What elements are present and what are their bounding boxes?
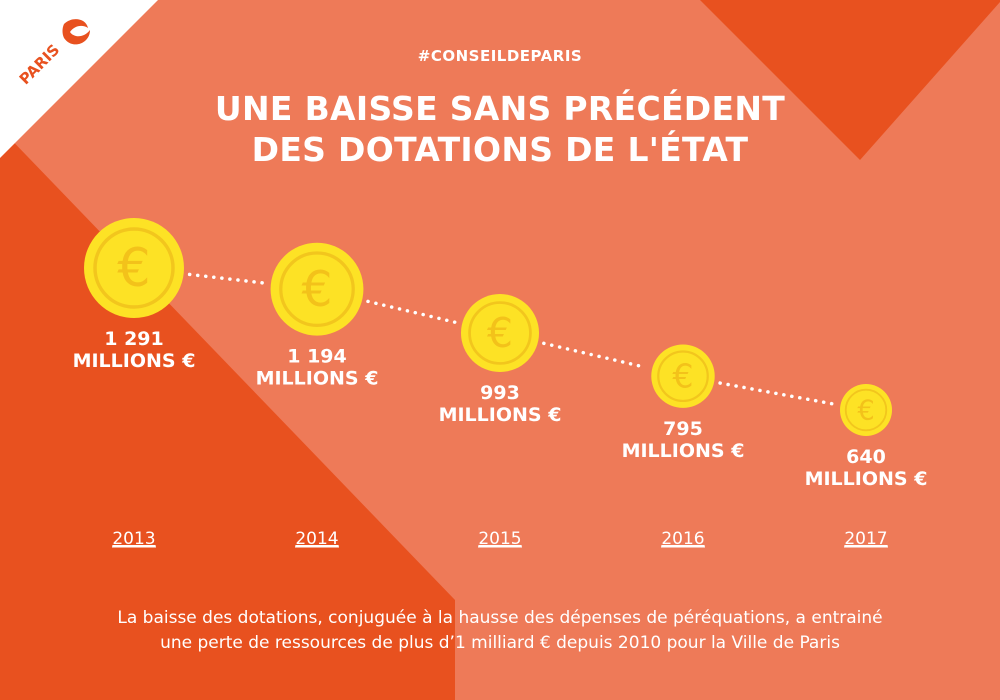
footer-line-2: une perte de ressources de plus d’1 mill… <box>160 633 840 653</box>
coin-marker <box>840 384 892 436</box>
euro-icon: € <box>301 262 332 318</box>
footer-note: La baisse des dotations, conjuguée à la … <box>0 606 1000 656</box>
hashtag: #CONSEILDEPARIS <box>417 47 583 65</box>
page-title-line-2: DES DOTATIONS DE L'ÉTAT <box>251 130 749 169</box>
value-unit-label: MILLIONS € <box>73 350 196 372</box>
connector-line <box>718 381 837 406</box>
coin-marker <box>270 242 364 336</box>
logo-corner <box>0 0 158 158</box>
connector-line <box>366 299 458 325</box>
euro-icon: € <box>487 309 513 357</box>
year-label: 2014 <box>295 529 338 549</box>
value-label: 1 291 <box>104 328 164 350</box>
coin-ring <box>844 388 888 432</box>
value-label: 640 <box>846 446 886 468</box>
background-triangle-top-right <box>700 0 1000 160</box>
euro-icon: € <box>857 395 874 426</box>
value-unit-label: MILLIONS € <box>439 404 562 426</box>
euro-icon: € <box>672 357 693 396</box>
coin-ring <box>468 301 532 365</box>
footer-line-1: La baisse des dotations, conjuguée à la … <box>117 608 883 628</box>
value-unit-label: MILLIONS € <box>256 368 379 390</box>
year-label: 2013 <box>112 529 155 549</box>
year-label: 2017 <box>844 529 887 549</box>
coin-ring <box>279 251 355 327</box>
page-title-line-1: UNE BAISSE SANS PRÉCÉDENT <box>214 89 786 128</box>
value-unit-label: MILLIONS € <box>805 468 928 490</box>
coin-marker <box>460 293 540 373</box>
logo-ship-icon <box>62 19 90 45</box>
euro-icon: € <box>117 238 150 299</box>
year-label: 2016 <box>661 529 704 549</box>
coin-marker <box>84 218 184 318</box>
connector-line <box>542 341 649 370</box>
coin-ring <box>93 227 175 309</box>
coin-ring <box>657 350 709 403</box>
connector-line <box>187 272 267 285</box>
value-label: 993 <box>480 382 520 404</box>
paris-logo: PARIS <box>0 0 158 158</box>
value-label: 1 194 <box>287 346 347 368</box>
value-unit-label: MILLIONS € <box>622 440 745 462</box>
coin-marker <box>651 344 715 408</box>
year-label: 2015 <box>478 529 521 549</box>
value-label: 795 <box>663 418 703 440</box>
